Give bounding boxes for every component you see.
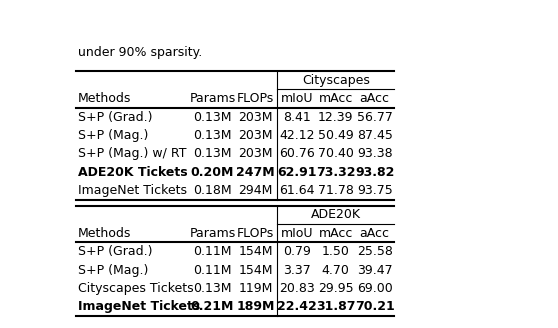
Text: 0.11M: 0.11M xyxy=(193,264,232,277)
Text: S+P (Mag.): S+P (Mag.) xyxy=(78,129,148,142)
Text: under 90% sparsity.: under 90% sparsity. xyxy=(78,46,202,59)
Text: mIoU: mIoU xyxy=(281,227,313,240)
Text: 93.82: 93.82 xyxy=(355,166,395,179)
Text: mIoU: mIoU xyxy=(281,92,313,105)
Text: 60.76: 60.76 xyxy=(279,147,315,160)
Text: Cityscapes Tickets: Cityscapes Tickets xyxy=(78,282,194,295)
Text: Params: Params xyxy=(189,227,235,240)
Text: 0.13M: 0.13M xyxy=(193,282,232,295)
Text: 12.39: 12.39 xyxy=(318,111,353,124)
Text: ADE20K Tickets: ADE20K Tickets xyxy=(78,166,187,179)
Text: aAcc: aAcc xyxy=(359,92,389,105)
Text: 87.45: 87.45 xyxy=(357,129,393,142)
Text: 62.91: 62.91 xyxy=(277,166,316,179)
Text: aAcc: aAcc xyxy=(359,227,389,240)
Text: 4.70: 4.70 xyxy=(322,264,350,277)
Text: S+P (Grad.): S+P (Grad.) xyxy=(78,111,152,124)
Text: 294M: 294M xyxy=(238,184,273,197)
Text: FLOPs: FLOPs xyxy=(237,92,275,105)
Text: 0.18M: 0.18M xyxy=(193,184,232,197)
Text: 203M: 203M xyxy=(238,129,273,142)
Text: 119M: 119M xyxy=(238,282,273,295)
Text: 0.13M: 0.13M xyxy=(193,147,232,160)
Text: 0.79: 0.79 xyxy=(283,245,311,258)
Text: Params: Params xyxy=(189,92,235,105)
Text: 93.38: 93.38 xyxy=(357,147,392,160)
Text: FLOPs: FLOPs xyxy=(237,227,275,240)
Text: 8.41: 8.41 xyxy=(283,111,311,124)
Text: 1.50: 1.50 xyxy=(322,245,350,258)
Text: 0.21M: 0.21M xyxy=(191,300,234,314)
Text: 61.64: 61.64 xyxy=(279,184,315,197)
Text: ImageNet Tickets: ImageNet Tickets xyxy=(78,184,187,197)
Text: 3.37: 3.37 xyxy=(283,264,311,277)
Text: 70.21: 70.21 xyxy=(355,300,395,314)
Text: 71.78: 71.78 xyxy=(318,184,354,197)
Text: ADE20K: ADE20K xyxy=(311,208,360,221)
Text: 73.32: 73.32 xyxy=(316,166,355,179)
Text: mAcc: mAcc xyxy=(319,92,353,105)
Text: 31.87: 31.87 xyxy=(316,300,355,314)
Text: 154M: 154M xyxy=(238,264,273,277)
Text: Methods: Methods xyxy=(78,227,131,240)
Text: Methods: Methods xyxy=(78,92,131,105)
Text: 247M: 247M xyxy=(237,166,275,179)
Text: 0.13M: 0.13M xyxy=(193,111,232,124)
Text: 0.13M: 0.13M xyxy=(193,129,232,142)
Text: 69.00: 69.00 xyxy=(357,282,392,295)
Text: 154M: 154M xyxy=(238,245,273,258)
Text: 70.40: 70.40 xyxy=(318,147,354,160)
Text: S+P (Grad.): S+P (Grad.) xyxy=(78,245,152,258)
Text: 189M: 189M xyxy=(237,300,275,314)
Text: 42.12: 42.12 xyxy=(279,129,315,142)
Text: 56.77: 56.77 xyxy=(357,111,393,124)
Text: S+P (Mag.): S+P (Mag.) xyxy=(78,264,148,277)
Text: 50.49: 50.49 xyxy=(318,129,354,142)
Text: 203M: 203M xyxy=(238,147,273,160)
Text: S+P (Mag.) w/ RT: S+P (Mag.) w/ RT xyxy=(78,147,186,160)
Text: 25.58: 25.58 xyxy=(357,245,393,258)
Text: 0.20M: 0.20M xyxy=(191,166,234,179)
Text: 20.83: 20.83 xyxy=(279,282,315,295)
Text: 0.11M: 0.11M xyxy=(193,245,232,258)
Text: 22.42: 22.42 xyxy=(277,300,316,314)
Text: mAcc: mAcc xyxy=(319,227,353,240)
Text: 29.95: 29.95 xyxy=(318,282,354,295)
Text: Cityscapes: Cityscapes xyxy=(302,74,369,87)
Text: ImageNet Tickets: ImageNet Tickets xyxy=(78,300,200,314)
Text: 203M: 203M xyxy=(238,111,273,124)
Text: 93.75: 93.75 xyxy=(357,184,392,197)
Text: 39.47: 39.47 xyxy=(357,264,392,277)
